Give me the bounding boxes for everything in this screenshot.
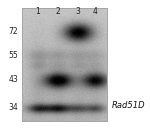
Text: 34: 34	[8, 103, 18, 113]
Text: 55: 55	[8, 51, 18, 59]
Text: Rad51D: Rad51D	[112, 101, 146, 111]
Text: 2: 2	[56, 7, 60, 16]
Text: 4: 4	[93, 7, 98, 16]
Text: 72: 72	[8, 28, 18, 36]
Text: 43: 43	[8, 76, 18, 84]
Text: 1: 1	[36, 7, 40, 16]
Text: 3: 3	[76, 7, 80, 16]
